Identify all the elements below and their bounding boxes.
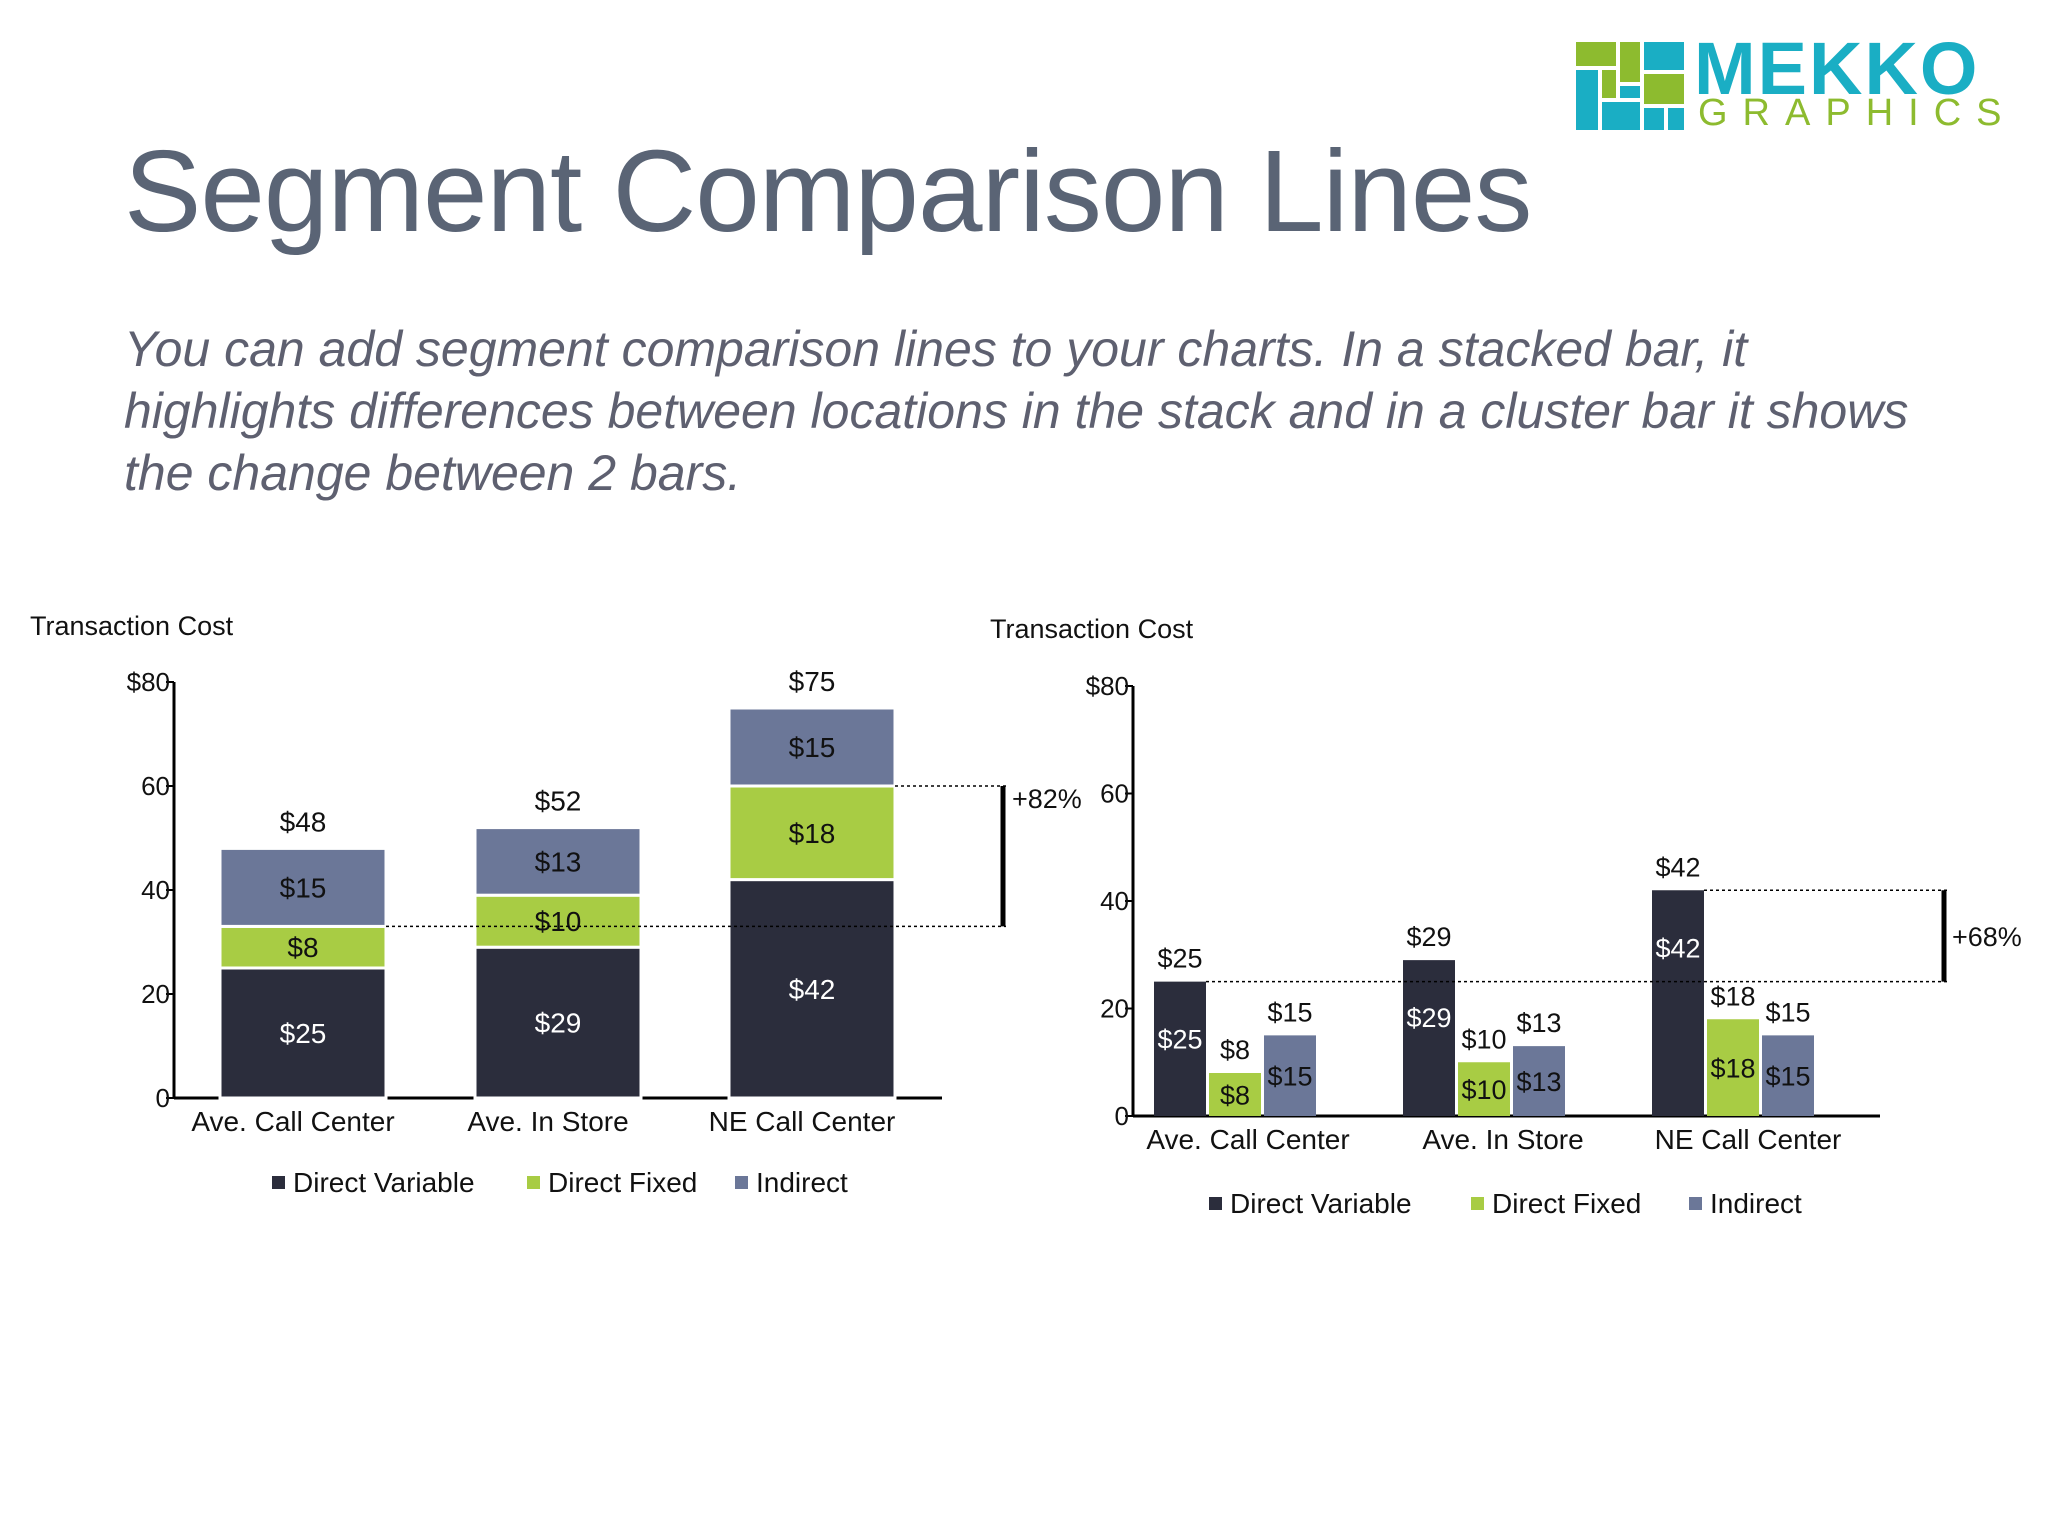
stacked-segment-label: $15 — [789, 732, 836, 763]
stacked-segment-label: $15 — [280, 872, 327, 903]
mekko-graphics-logo: MEKKO GRAPHICS — [1576, 32, 2001, 138]
stacked-segment-label: $29 — [535, 1008, 582, 1039]
cluster-legend-item: Direct Variable — [1230, 1188, 1412, 1219]
stacked-x-tick-label: Ave. In Store — [467, 1106, 628, 1137]
stacked-segment-label: $8 — [287, 932, 318, 963]
stacked-x-tick-label: Ave. Call Center — [191, 1106, 394, 1137]
stacked-legend-swatch — [527, 1176, 540, 1189]
cluster-x-tick-label: NE Call Center — [1655, 1124, 1842, 1155]
stacked-bar-segment — [473, 945, 643, 1100]
stacked-bar-segment — [727, 784, 897, 882]
stacked-bar-segment — [218, 846, 388, 928]
logo-mosaic-icon — [1576, 42, 1684, 130]
cluster-legend-swatch — [1689, 1197, 1702, 1210]
cluster-legend-swatch — [1471, 1197, 1484, 1210]
cluster-inner-label: $10 — [1461, 1075, 1506, 1105]
stacked-bar-segment — [218, 966, 388, 1100]
stacked-legend-item: Direct Variable — [293, 1167, 475, 1198]
cluster-legend-item: Indirect — [1710, 1188, 1802, 1219]
cluster-value-label: $25 — [1157, 944, 1202, 974]
stacked-segment-label: $25 — [280, 1018, 327, 1049]
stacked-total-label: $75 — [789, 666, 836, 697]
cluster-y-tick-label: $80 — [1086, 671, 1129, 701]
cluster-value-label: $42 — [1655, 852, 1700, 882]
page-subtitle: You can add segment comparison lines to … — [124, 321, 1909, 501]
cluster-inner-label: $25 — [1157, 1025, 1202, 1055]
stacked-segment-label: $18 — [789, 818, 836, 849]
stacked-bar-segment — [218, 924, 388, 970]
cluster-value-label: $15 — [1765, 997, 1810, 1027]
stacked-comparison-label: +82% — [1012, 784, 1082, 814]
cluster-legend-swatch — [1209, 1197, 1222, 1210]
cluster-y-tick-label: 40 — [1100, 886, 1129, 916]
stacked-y-tick-label: 60 — [141, 771, 170, 801]
cluster-bar — [1707, 1019, 1759, 1116]
cluster-value-label: $10 — [1461, 1024, 1506, 1054]
cluster-x-tick-label: Ave. In Store — [1422, 1124, 1583, 1155]
stacked-segment-label: $42 — [789, 974, 836, 1005]
stacked-x-tick-label: NE Call Center — [709, 1106, 896, 1137]
cluster-legend-item: Direct Fixed — [1492, 1188, 1641, 1219]
cluster-y-tick-label: 20 — [1100, 994, 1129, 1024]
stacked-total-label: $48 — [280, 806, 327, 837]
cluster-inner-label: $42 — [1655, 933, 1700, 963]
cluster-bar — [1403, 960, 1455, 1116]
page-title: Segment Comparison Lines — [124, 126, 1532, 256]
stacked-legend-item: Direct Fixed — [548, 1167, 697, 1198]
stacked-segment-label: $13 — [535, 846, 582, 877]
cluster-y-axis-label: Transaction Cost — [990, 614, 1194, 644]
cluster-y-tick-label: 0 — [1115, 1101, 1129, 1131]
stacked-y-axis-label: Transaction Cost — [30, 611, 234, 641]
cluster-inner-label: $8 — [1220, 1081, 1250, 1111]
stacked-legend-item: Indirect — [756, 1167, 848, 1198]
cluster-value-label: $8 — [1220, 1035, 1250, 1065]
cluster-bar — [1209, 1073, 1261, 1116]
cluster-value-label: $18 — [1710, 981, 1755, 1011]
cluster-bar — [1513, 1046, 1565, 1116]
stacked-y-tick-label: 40 — [141, 875, 170, 905]
cluster-value-label: $13 — [1516, 1008, 1561, 1038]
cluster-inner-label: $13 — [1516, 1067, 1561, 1097]
cluster-value-label: $29 — [1406, 922, 1451, 952]
cluster-inner-label: $15 — [1267, 1062, 1312, 1092]
cluster-y-tick-label: 60 — [1100, 779, 1129, 809]
cluster-bar — [1458, 1062, 1510, 1116]
stacked-y-tick-label: 20 — [141, 979, 170, 1009]
cluster-bar — [1762, 1035, 1814, 1116]
stacked-legend-swatch — [272, 1176, 285, 1189]
cluster-x-tick-label: Ave. Call Center — [1146, 1124, 1349, 1155]
cluster-bar — [1652, 890, 1704, 1116]
stacked-legend-swatch — [735, 1176, 748, 1189]
stacked-bar-segment — [727, 706, 897, 788]
stacked-y-tick-label: 0 — [156, 1083, 170, 1113]
logo-word-mekko: MEKKO — [1694, 27, 1980, 110]
stacked-y-tick-label: $80 — [127, 667, 170, 697]
stacked-total-label: $52 — [535, 786, 582, 817]
cluster-value-label: $15 — [1267, 997, 1312, 1027]
cluster-comparison-label: +68% — [1952, 922, 2022, 952]
cluster-inner-label: $15 — [1765, 1062, 1810, 1092]
stacked-bar-segment — [473, 826, 643, 897]
logo-word-graphics: GRAPHICS — [1698, 92, 2017, 134]
stacked-segment-label: $10 — [535, 906, 582, 937]
cluster-inner-label: $29 — [1406, 1003, 1451, 1033]
cluster-bar — [1154, 981, 1206, 1116]
cluster-bar — [1264, 1035, 1316, 1116]
cluster-inner-label: $18 — [1710, 1054, 1755, 1084]
